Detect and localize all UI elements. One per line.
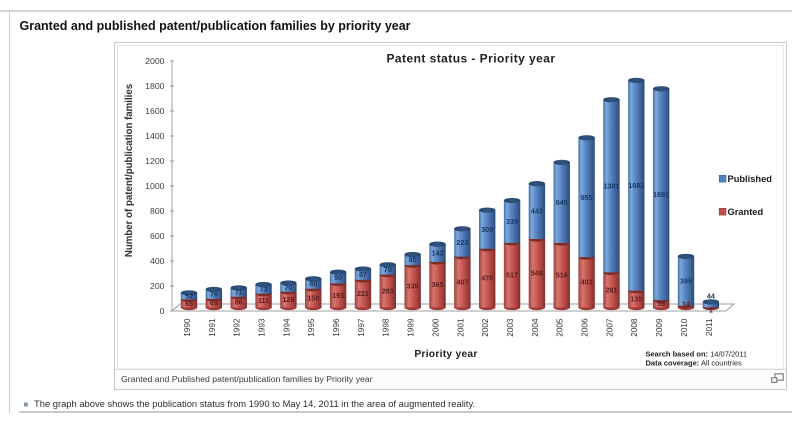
svg-text:2001: 2001 bbox=[456, 318, 465, 337]
svg-text:44: 44 bbox=[707, 291, 715, 300]
svg-text:126: 126 bbox=[282, 295, 294, 304]
svg-text:65: 65 bbox=[185, 299, 193, 308]
svg-text:400: 400 bbox=[150, 256, 165, 266]
svg-text:281: 281 bbox=[605, 285, 617, 294]
svg-text:1991: 1991 bbox=[208, 318, 217, 337]
svg-text:52: 52 bbox=[185, 292, 193, 301]
svg-text:548: 548 bbox=[531, 269, 543, 278]
svg-text:1999: 1999 bbox=[407, 318, 416, 337]
svg-text:86: 86 bbox=[235, 298, 243, 307]
svg-text:1800: 1800 bbox=[145, 81, 164, 91]
svg-text:339: 339 bbox=[407, 282, 419, 291]
svg-text:407: 407 bbox=[456, 277, 468, 286]
svg-text:955: 955 bbox=[581, 193, 593, 202]
svg-text:516: 516 bbox=[556, 271, 568, 280]
svg-text:2006: 2006 bbox=[581, 318, 590, 337]
svg-text:Granted and published patent/p: Granted and published patent/publication… bbox=[20, 19, 411, 33]
svg-text:Granted: Granted bbox=[728, 207, 764, 217]
svg-text:600: 600 bbox=[150, 231, 165, 241]
svg-text:1995: 1995 bbox=[307, 318, 316, 337]
svg-text:1381: 1381 bbox=[603, 181, 619, 190]
svg-text:1400: 1400 bbox=[145, 131, 164, 141]
svg-text:470: 470 bbox=[481, 274, 493, 283]
svg-text:70: 70 bbox=[284, 283, 292, 292]
svg-text:Patent status - Priority year: Patent status - Priority year bbox=[386, 52, 555, 66]
svg-text:221: 221 bbox=[357, 289, 369, 298]
svg-text:59: 59 bbox=[657, 299, 665, 308]
svg-text:223: 223 bbox=[456, 238, 468, 247]
svg-text:Published: Published bbox=[728, 174, 773, 184]
svg-text:Data coverage: All countries: Data coverage: All countries bbox=[646, 359, 743, 368]
svg-text:1990: 1990 bbox=[183, 318, 192, 337]
svg-text:14: 14 bbox=[682, 300, 690, 309]
svg-text:Number of patent/publication f: Number of patent/publication families bbox=[124, 84, 135, 257]
svg-text:111: 111 bbox=[258, 296, 269, 305]
svg-text:142: 142 bbox=[432, 248, 444, 257]
svg-text:1200: 1200 bbox=[145, 156, 164, 166]
svg-text:1: 1 bbox=[709, 306, 713, 315]
svg-text:2007: 2007 bbox=[605, 318, 614, 337]
svg-text:1600: 1600 bbox=[145, 106, 164, 116]
svg-text:2000: 2000 bbox=[431, 318, 440, 337]
svg-text:645: 645 bbox=[556, 198, 568, 207]
svg-text:2010: 2010 bbox=[680, 318, 689, 337]
svg-text:76: 76 bbox=[210, 290, 218, 299]
svg-text:69: 69 bbox=[210, 299, 218, 308]
svg-text:Priority year: Priority year bbox=[414, 349, 477, 360]
svg-text:1992: 1992 bbox=[233, 318, 242, 337]
svg-text:2000: 2000 bbox=[145, 56, 164, 66]
svg-text:2008: 2008 bbox=[630, 318, 639, 337]
svg-text:85: 85 bbox=[409, 255, 417, 264]
svg-text:1000: 1000 bbox=[145, 181, 164, 191]
svg-text:193: 193 bbox=[332, 291, 344, 300]
svg-text:Granted and Published patent/p: Granted and Published patent/publication… bbox=[121, 374, 373, 384]
svg-text:80: 80 bbox=[309, 279, 317, 288]
svg-text:2011: 2011 bbox=[705, 318, 714, 336]
svg-text:1682: 1682 bbox=[628, 181, 644, 190]
svg-text:2003: 2003 bbox=[506, 318, 515, 337]
svg-text:2009: 2009 bbox=[655, 318, 664, 337]
svg-text:517: 517 bbox=[506, 271, 518, 280]
svg-text:1994: 1994 bbox=[282, 318, 291, 337]
svg-text:2004: 2004 bbox=[531, 318, 540, 337]
svg-text:87: 87 bbox=[359, 270, 367, 279]
svg-text:Search based on: 14/07/2011: Search based on: 14/07/2011 bbox=[646, 349, 748, 358]
svg-text:309: 309 bbox=[481, 225, 493, 234]
svg-text:1997: 1997 bbox=[357, 318, 366, 337]
svg-text:263: 263 bbox=[382, 286, 394, 295]
svg-text:2005: 2005 bbox=[556, 318, 565, 337]
svg-text:90: 90 bbox=[334, 273, 342, 282]
svg-text:395: 395 bbox=[680, 276, 692, 285]
svg-text:The graph above shows the publ: The graph above shows the publication st… bbox=[34, 398, 475, 409]
svg-text:2002: 2002 bbox=[481, 318, 490, 337]
svg-text:339: 339 bbox=[506, 217, 518, 226]
svg-text:365: 365 bbox=[432, 280, 444, 289]
svg-text:150: 150 bbox=[307, 294, 319, 303]
svg-text:135: 135 bbox=[630, 294, 642, 303]
svg-text:800: 800 bbox=[150, 206, 165, 216]
svg-text:200: 200 bbox=[150, 281, 165, 291]
svg-text:403: 403 bbox=[581, 278, 593, 287]
svg-text:443: 443 bbox=[531, 207, 543, 216]
svg-text:71: 71 bbox=[235, 288, 243, 297]
svg-text:0: 0 bbox=[160, 306, 165, 316]
svg-text:79: 79 bbox=[384, 265, 392, 274]
svg-text:1691: 1691 bbox=[653, 190, 669, 199]
svg-text:1998: 1998 bbox=[382, 318, 391, 337]
svg-text:73: 73 bbox=[260, 284, 268, 293]
svg-text:1993: 1993 bbox=[257, 318, 266, 337]
svg-text:1996: 1996 bbox=[332, 318, 341, 337]
